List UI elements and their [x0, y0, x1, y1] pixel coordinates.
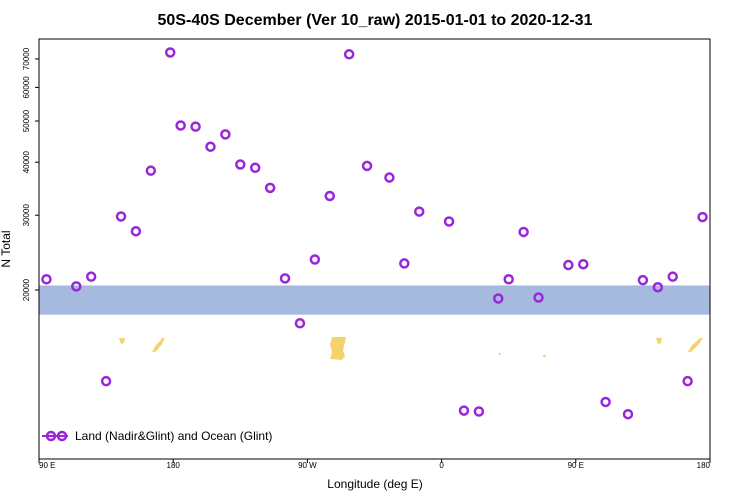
- data-point: [682, 375, 693, 387]
- land-patches: [119, 337, 703, 360]
- data-point: [384, 172, 395, 183]
- x-tick-label: 90 E: [568, 461, 584, 470]
- x-tick-label: 90 E: [39, 461, 55, 470]
- x-axis: 90 E 180 90 W 0 90 E 180: [38, 459, 711, 470]
- data-point: [71, 281, 82, 292]
- data-point: [503, 274, 514, 285]
- data-point: [622, 408, 634, 420]
- data-point: [324, 190, 336, 202]
- legend-marker: [45, 430, 57, 442]
- legend: Land (Nadir&Glint) and Ocean (Glint): [42, 429, 272, 443]
- data-point: [85, 271, 97, 282]
- land-patch: [152, 338, 165, 352]
- y-tick-label: 70000: [22, 47, 31, 70]
- x-tick-label: 180: [167, 461, 181, 470]
- data-point: [343, 49, 355, 60]
- land-patch: [498, 353, 501, 356]
- data-point: [235, 159, 246, 170]
- legend-label: Land (Nadir&Glint) and Ocean (Glint): [75, 429, 272, 443]
- y-tick-label: 30000: [22, 204, 31, 227]
- data-point: [145, 165, 157, 176]
- data-point: [41, 274, 52, 285]
- data-point: [518, 226, 529, 238]
- data-point: [652, 282, 664, 293]
- data-point: [164, 47, 176, 58]
- land-patch: [542, 355, 546, 358]
- data-point: [249, 162, 261, 174]
- y-tick-label: 40000: [22, 150, 31, 173]
- data-point: [533, 292, 544, 303]
- data-point: [600, 396, 611, 408]
- data-point: [667, 271, 678, 282]
- data-point: [578, 258, 589, 270]
- x-axis-label: Longitude (deg E): [327, 477, 422, 491]
- y-axis: 20000 30000 40000 50000 60000 70000: [22, 47, 39, 301]
- data-point: [100, 375, 112, 387]
- plot-area: [38, 38, 729, 460]
- data-point: [190, 121, 201, 132]
- data-point: [264, 182, 276, 194]
- ocean-band: [39, 285, 710, 315]
- y-tick-label: 50000: [22, 109, 31, 132]
- data-point: [399, 258, 410, 269]
- data-point: [473, 406, 485, 417]
- land-patch: [688, 338, 703, 352]
- data-point: [130, 226, 142, 237]
- data-point: [361, 160, 373, 172]
- x-tick-label: 90 W: [298, 461, 317, 470]
- y-tick-label: 60000: [22, 76, 31, 99]
- data-point: [458, 405, 470, 416]
- legend-marker: [56, 430, 68, 442]
- y-tick-label: 20000: [22, 278, 31, 301]
- land-patch: [656, 338, 662, 344]
- y-axis-label: N Total: [0, 230, 13, 267]
- land-patch: [330, 337, 346, 360]
- data-point: [697, 211, 708, 223]
- data-point: [205, 141, 216, 152]
- data-point: [309, 254, 321, 265]
- data-point: [493, 293, 504, 304]
- land-patch: [119, 338, 125, 344]
- data-point: [279, 273, 291, 284]
- data-point: [721, 227, 729, 235]
- x-tick-label: 180: [697, 461, 711, 470]
- plot-frame: [38, 38, 711, 460]
- x-tick-label: 0: [439, 461, 444, 470]
- data-point: [413, 206, 425, 217]
- data-point: [443, 216, 455, 227]
- data-point: [637, 274, 649, 286]
- data-point: [115, 211, 127, 222]
- data-point: [563, 259, 574, 271]
- chart-title: 50S-40S December (Ver 10_raw) 2015-01-01…: [158, 12, 593, 29]
- data-point: [294, 318, 306, 329]
- data-points: [41, 47, 729, 420]
- data-point: [175, 120, 186, 131]
- data-point: [220, 129, 231, 140]
